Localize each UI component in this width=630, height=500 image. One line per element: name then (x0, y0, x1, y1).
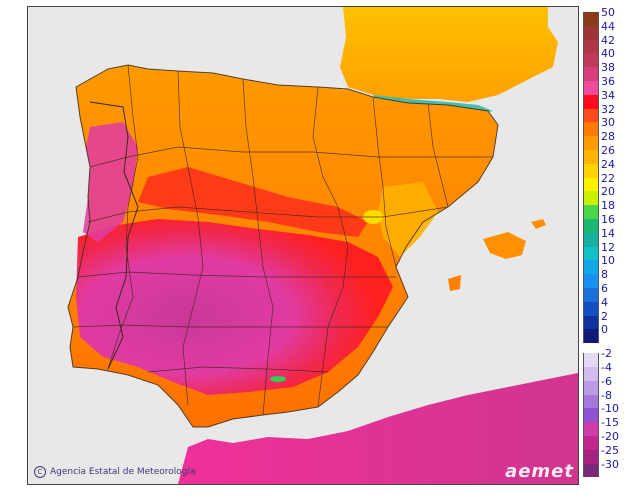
legend-warm-swatch-20 (583, 288, 599, 302)
legend-warm-swatch-18 (583, 260, 599, 275)
legend-warm-swatch-3 (583, 53, 599, 68)
legend-warm-label-2: 42 (601, 33, 615, 47)
legend-cold-swatch-3 (583, 394, 599, 409)
legend-warm-label-0: 50 (601, 6, 615, 19)
legend-cold-label-5: -15 (601, 416, 619, 430)
legend-warm-swatch-5 (583, 81, 599, 95)
legend-cold-swatch-8 (583, 463, 599, 478)
menorca (531, 219, 546, 229)
aemet-logo: aemet (505, 461, 574, 482)
legend-cold-label-8: -30 (601, 457, 619, 471)
legend-warm-label-1: 44 (601, 19, 615, 33)
legend-warm-swatch-8 (583, 122, 599, 137)
legend-cold-swatch-5 (583, 422, 599, 436)
province-borders (67, 64, 499, 428)
legend-warm-swatch-23 (583, 329, 599, 344)
legend-cold-swatch-1 (583, 367, 599, 381)
legend-warm-swatch-13 (583, 191, 599, 206)
legend-cold-swatch-4 (583, 408, 599, 423)
map-canvas (28, 7, 578, 484)
legend-warm-label-20: 6 (601, 282, 608, 295)
france-region (340, 7, 558, 102)
southern-hot-zone (76, 219, 393, 395)
legend-warm-label-11: 24 (601, 157, 615, 171)
portugal-border (89, 101, 139, 370)
legend-cold-label-0: -2 (601, 347, 612, 361)
legend-cold-swatch-0 (583, 353, 599, 367)
legend-warm-label-9: 28 (601, 130, 615, 144)
credit-line: C Agencia Estatal de Meteorología (34, 466, 196, 478)
legend-warm-label-16: 14 (601, 226, 615, 240)
legend-warm-swatch-19 (583, 274, 599, 288)
legend-warm-label-7: 32 (601, 102, 615, 116)
cool-spot-sierra (270, 376, 286, 382)
legend-warm-label-14: 18 (601, 199, 615, 213)
temperature-map: C Agencia Estatal de Meteorología aemet (27, 6, 579, 485)
legend-warm-swatch-1 (583, 25, 599, 40)
legend-warm-swatch-15 (583, 219, 599, 233)
valencia-coast-zone (378, 182, 438, 257)
legend-warm-swatch-21 (583, 301, 599, 316)
portugal-hot-zone (83, 122, 138, 242)
legend-warm-label-6: 34 (601, 88, 615, 102)
legend-warm-label-22: 2 (601, 309, 608, 323)
legend-cold-label-7: -25 (601, 443, 619, 457)
legend-warm-swatch-4 (583, 67, 599, 81)
north-africa (178, 373, 578, 484)
legend-warm-label-10: 26 (601, 144, 615, 157)
legend-warm-swatch-17 (583, 246, 599, 261)
legend-warm-label-12: 22 (601, 171, 615, 185)
legend-warm-swatch-0 (583, 12, 599, 26)
legend-warm-swatch-16 (583, 232, 599, 247)
legend-cold-swatch-2 (583, 380, 599, 395)
mallorca (483, 232, 526, 259)
central-red-zone (138, 167, 368, 237)
legend-cold-swatch-7 (583, 449, 599, 464)
legend-warm-swatch-14 (583, 205, 599, 219)
legend-warm-label-4: 38 (601, 61, 615, 75)
legend-warm-label-13: 20 (601, 185, 615, 199)
legend-cold-label-4: -10 (601, 402, 619, 416)
legend-warm-swatch-11 (583, 163, 599, 178)
legend-warm-swatch-22 (583, 315, 599, 330)
legend-warm-label-18: 10 (601, 254, 615, 268)
credit-text: Agencia Estatal de Meteorología (50, 467, 196, 477)
legend-warm-label-15: 16 (601, 213, 615, 226)
copyright-icon: C (34, 466, 46, 478)
legend-cold-swatch-6 (583, 436, 599, 450)
legend-warm-label-5: 36 (601, 75, 615, 88)
ibiza (448, 275, 461, 291)
legend-warm-swatch-2 (583, 39, 599, 54)
legend-warm-swatch-7 (583, 108, 599, 123)
legend-cold-label-6: -20 (601, 430, 619, 443)
legend-warm-label-23: 0 (601, 323, 608, 337)
temperature-legend: 50 44 42 40 38 36 34 32 30 28 26 24 22 20 18 16 14 12 10 8 6… (583, 6, 630, 490)
legend-warm-swatch-10 (583, 150, 599, 164)
legend-cold-label-1: -4 (601, 361, 612, 374)
legend-cold-label-3: -8 (601, 388, 612, 402)
legend-warm-label-17: 12 (601, 240, 615, 254)
legend-warm-label-21: 4 (601, 295, 608, 309)
legend-warm-label-19: 8 (601, 268, 608, 282)
legend-warm-swatch-9 (583, 136, 599, 150)
legend-warm-swatch-12 (583, 177, 599, 192)
legend-warm-label-8: 30 (601, 116, 615, 130)
legend-warm-label-3: 40 (601, 47, 615, 61)
legend-warm-swatch-6 (583, 94, 599, 109)
legend-cold-label-2: -6 (601, 374, 612, 388)
